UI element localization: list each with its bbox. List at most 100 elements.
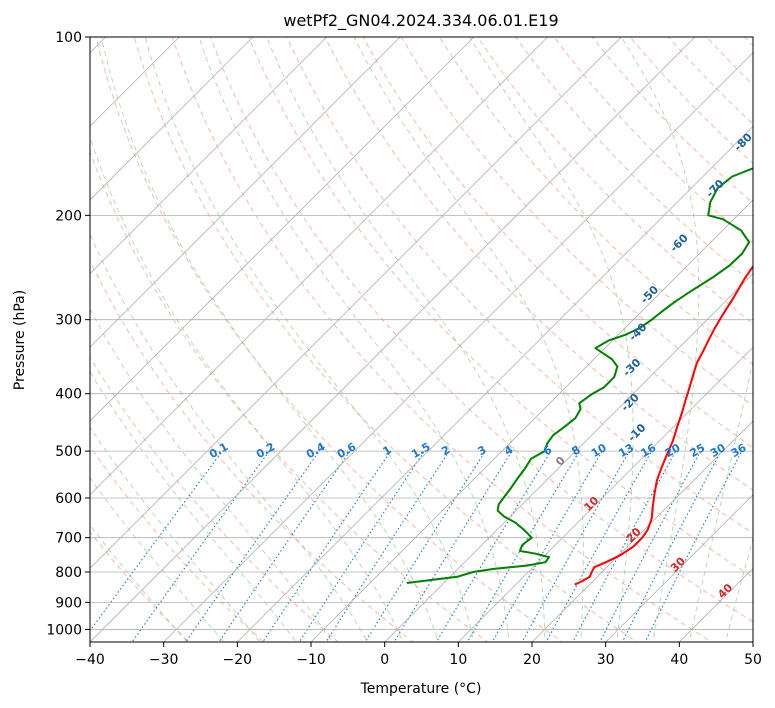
isotherm-line	[679, 567, 753, 642]
pressure-gridlines	[90, 37, 753, 630]
isotherm-line	[752, 641, 753, 642]
dry-adiabat-line	[400, 37, 753, 407]
moist-adiabat-line	[90, 476, 225, 642]
x-tick-label: −10	[296, 652, 326, 668]
isotherm-line	[90, 37, 622, 569]
y-tick-label: 400	[55, 387, 82, 403]
isotherm-line	[90, 37, 548, 496]
dry-adiabat-line	[133, 37, 639, 642]
mixing-ratio-label: 0.4	[304, 440, 328, 461]
mixing-ratio-label: 3	[475, 443, 488, 458]
mixing-ratio-label: 1	[381, 443, 394, 458]
dry-adiabat-line	[515, 37, 753, 284]
isotherm-line	[458, 346, 753, 642]
dry-adiabat-line	[90, 150, 489, 642]
dry-adiabat-line	[248, 37, 753, 578]
moist-adiabat-line	[90, 524, 188, 642]
y-tick-label: 800	[55, 565, 82, 581]
moist-adiabat-line	[725, 536, 753, 642]
dry-adiabat-line	[90, 259, 414, 642]
mixing-ratio-label: 4	[502, 443, 515, 458]
plot-area: 0.10.20.40.611.52346810131620253036-100-…	[90, 37, 775, 655]
x-tick-label: −40	[75, 652, 105, 668]
isotherm-line	[90, 37, 401, 348]
dry-adiabat-line	[362, 37, 753, 449]
dry-adiabat-line	[90, 355, 340, 642]
dry-adiabat-label: -50	[638, 283, 661, 306]
moist-adiabat-line	[90, 232, 369, 642]
mixing-ratio-label: 0.6	[335, 440, 359, 461]
x-tick-label: 30	[597, 652, 615, 668]
mixing-ratio-label: 6	[541, 443, 554, 458]
y-tick-label: 500	[55, 444, 82, 460]
skewed-isotherms	[90, 37, 753, 642]
moist-adiabat-line	[469, 37, 634, 642]
dry-adiabat-line	[95, 37, 564, 642]
dry-adiabat-label: -70	[704, 177, 727, 200]
mixing-ratio-line	[218, 450, 351, 642]
moist-adiabat-line	[144, 37, 475, 642]
mixing-ratio-line	[466, 450, 580, 642]
x-tick-label: 40	[670, 652, 688, 668]
isotherm-line	[310, 199, 753, 642]
x-tick-label: 0	[380, 652, 389, 668]
mixing-ratio-label: 1.5	[409, 440, 432, 461]
dry-adiabat-line	[171, 37, 713, 642]
isotherm-label: 20	[624, 525, 644, 545]
dry-adiabat-line	[324, 37, 753, 491]
mixing-ratio-line	[393, 450, 513, 642]
dry-adiabat-label: -80	[732, 130, 755, 153]
y-tick-label: 300	[55, 313, 82, 329]
dry-adiabat-line	[90, 445, 265, 642]
y-axis-title: Pressure (hPa)	[12, 290, 28, 390]
mixing-ratio-line	[325, 450, 450, 642]
temperature-line	[574, 264, 753, 586]
moist-adiabat-line	[266, 37, 546, 642]
mixing-ratio-label: 10	[589, 441, 609, 460]
dry-adiabat-line	[210, 37, 753, 623]
dry-adiabat-line	[438, 37, 753, 366]
moist-adiabat-line	[100, 37, 440, 642]
mixing-ratio-label: 36	[729, 441, 749, 460]
x-axis-ticks: −40 −30 −20 −10 0 10 20 30 40 50	[75, 642, 762, 668]
isotherm-line	[605, 494, 753, 642]
x-tick-label: 10	[449, 652, 467, 668]
line-labels: 0.10.20.40.611.52346810131620253036-100-…	[207, 86, 775, 601]
mixing-ratio-line	[298, 450, 425, 642]
moist-adiabat-line	[759, 37, 775, 655]
y-tick-label: 200	[55, 208, 82, 224]
x-tick-label: 20	[523, 652, 541, 668]
isotherm-line	[237, 125, 753, 642]
dry-adiabat-line	[286, 37, 753, 534]
mixing-ratio-line	[131, 450, 270, 642]
mixing-ratio-line	[435, 450, 552, 642]
dry-adiabat-line	[629, 37, 753, 165]
moist-adiabats	[90, 37, 775, 655]
x-tick-label: −20	[223, 652, 253, 668]
x-tick-label: 50	[744, 652, 762, 668]
dry-adiabat-label: -90	[761, 86, 775, 109]
moist-adiabat-line	[90, 135, 404, 642]
isotherm-line	[90, 37, 475, 422]
y-tick-label: 900	[55, 595, 82, 611]
mixing-ratio-label: 2	[439, 443, 452, 458]
mixing-ratio-label: 8	[570, 443, 583, 458]
dry-adiabat-label: -30	[620, 356, 643, 379]
isotherm-line	[163, 52, 753, 642]
mixing-ratio-lines	[90, 450, 743, 642]
isotherm-label: 10	[581, 494, 601, 514]
mixing-ratio-label: 25	[687, 441, 707, 460]
y-tick-label: 600	[55, 491, 82, 507]
isotherm-line	[90, 37, 327, 275]
moist-adiabat-line	[688, 358, 753, 642]
moist-adiabat-line	[90, 426, 261, 642]
mixing-ratio-label: 16	[638, 441, 658, 460]
dry-adiabat-line	[706, 37, 753, 86]
dry-adiabats	[90, 37, 753, 642]
mixing-ratio-line	[90, 450, 223, 632]
moist-adiabat-line	[90, 308, 333, 642]
mixing-ratio-line	[262, 450, 392, 642]
dewpoint-line	[406, 167, 753, 584]
isotherm-line	[90, 37, 254, 201]
